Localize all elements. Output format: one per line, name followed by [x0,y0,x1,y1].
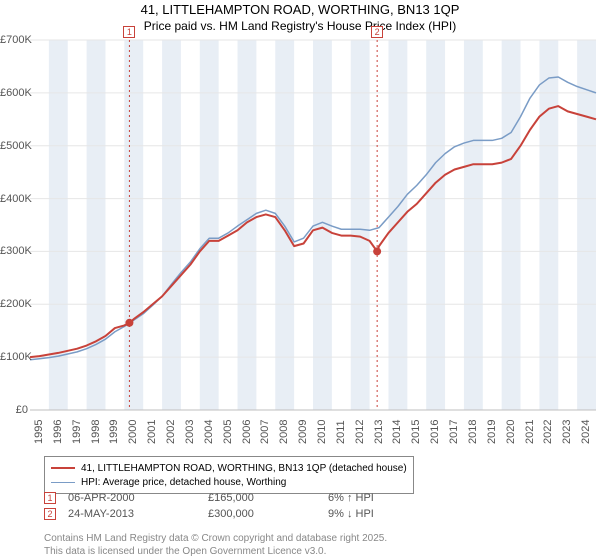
x-tick-label: 2005 [222,420,234,444]
x-tick-label: 1995 [33,420,45,444]
x-tick-label: 2016 [429,420,441,444]
x-tick-label: 2010 [316,420,328,444]
legend-item: HPI: Average price, detached house, Wort… [51,475,407,489]
footnote-line-2: This data is licensed under the Open Gov… [44,545,387,558]
legend-label: HPI: Average price, detached house, Wort… [81,477,286,488]
x-tick-label: 2018 [467,420,479,444]
x-tick-label: 2021 [524,420,536,444]
sales-cell: 06-APR-2000 [68,492,208,504]
x-tick-label: 2003 [184,420,196,444]
sales-row-badge: 1 [44,492,56,504]
x-tick-label: 2000 [127,420,139,444]
x-tick-label: 2002 [165,420,177,444]
sales-table: 1 06-APR-2000£165,0006% ↑ HPI 2 24-MAY-2013… [44,492,428,524]
footnote: Contains HM Land Registry data © Crown c… [44,532,387,558]
legend: 41, LITTLEHAMPTON ROAD, WORTHING, BN13 1… [44,456,414,494]
sales-row: 2 24-MAY-2013£300,0009% ↓ HPI [44,508,428,520]
x-tick-label: 2013 [373,420,385,444]
sale-dot-1 [125,319,133,327]
sale-marker-badge-1: 1 [123,26,135,38]
sales-cell: £300,000 [208,508,328,520]
sales-cell: £165,000 [208,492,328,504]
x-tick-label: 2001 [146,420,158,444]
x-tick-label: 2020 [505,420,517,444]
y-tick-label: £0 [0,404,28,416]
sales-cell: 9% ↓ HPI [328,508,428,520]
x-tick-label: 2017 [448,420,460,444]
footnote-line-1: Contains HM Land Registry data © Crown c… [44,532,387,545]
sale-dot-2 [373,247,381,255]
sales-cell: 6% ↑ HPI [328,492,428,504]
y-tick-label: £600K [0,87,28,99]
x-tick-label: 1996 [52,420,64,444]
x-tick-label: 2024 [580,420,592,444]
sale-marker-badge-2: 2 [371,26,383,38]
y-tick-label: £300K [0,245,28,257]
legend-item: 41, LITTLEHAMPTON ROAD, WORTHING, BN13 1… [51,461,407,475]
x-tick-label: 2023 [561,420,573,444]
x-tick-label: 2014 [391,420,403,444]
x-tick-label: 2009 [297,420,309,444]
sales-cell: 24-MAY-2013 [68,508,208,520]
x-tick-label: 2008 [278,420,290,444]
x-tick-label: 2004 [203,420,215,444]
sales-row-badge: 2 [44,508,56,520]
y-tick-label: £100K [0,351,28,363]
y-tick-label: £400K [0,193,28,205]
x-tick-label: 1997 [71,420,83,444]
x-tick-label: 2007 [259,420,271,444]
legend-swatch [51,482,75,483]
x-tick-label: 1999 [108,420,120,444]
legend-label: 41, LITTLEHAMPTON ROAD, WORTHING, BN13 1… [81,463,407,474]
y-tick-label: £700K [0,34,28,46]
x-tick-label: 2006 [241,420,253,444]
x-tick-label: 1998 [90,420,102,444]
chart-area: £0 £100K £200K £300K £400K £500K £600K £700K 199… [0,0,600,560]
x-tick-label: 2019 [486,420,498,444]
x-tick-label: 2011 [335,420,347,444]
y-tick-label: £200K [0,298,28,310]
sales-row: 1 06-APR-2000£165,0006% ↑ HPI [44,492,428,504]
x-tick-label: 2022 [542,420,554,444]
legend-swatch [51,467,75,469]
x-tick-label: 2012 [354,420,366,444]
x-tick-label: 2015 [410,420,422,444]
y-tick-label: £500K [0,140,28,152]
